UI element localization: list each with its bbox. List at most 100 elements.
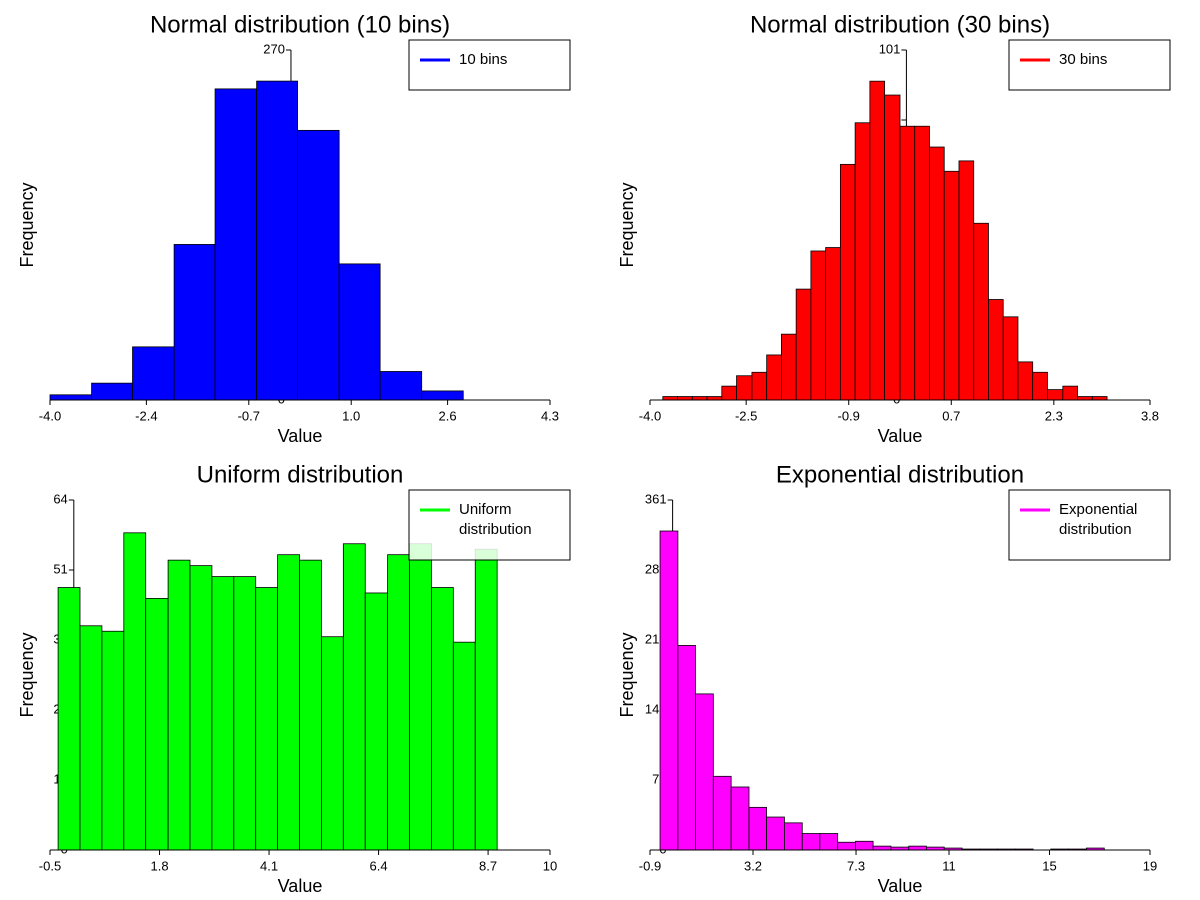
chart: Normal distribution (30 bins) Value Freque… (617, 11, 1171, 446)
bar (736, 375, 753, 401)
chart: Normal distribution (10 bins) Value Freque… (17, 11, 571, 446)
bar (431, 587, 454, 851)
x-tick-label: 4.1 (260, 858, 278, 873)
bar (884, 94, 901, 401)
legend-entry: 10 bins (459, 51, 508, 68)
bar (277, 554, 300, 851)
legend-label: 30 bins (1059, 51, 1108, 68)
x-tick-label: 1.0 (342, 408, 360, 423)
bar (662, 396, 678, 401)
bar (474, 548, 498, 851)
legend-entry: Exponential distribution (1059, 501, 1138, 538)
bar (695, 693, 714, 851)
bar (914, 125, 930, 401)
bar (766, 354, 782, 401)
legend-box (1008, 489, 1171, 561)
y-axis-label: Frequency (17, 632, 37, 717)
bar (872, 845, 892, 851)
bar (958, 160, 975, 401)
bar (338, 263, 381, 401)
bar (659, 530, 679, 851)
x-tick-label: -4.0 (39, 408, 61, 423)
bar (781, 333, 797, 401)
bar (167, 559, 191, 851)
legend-entry: Uniform distribution (459, 501, 532, 538)
bar (748, 806, 767, 851)
y-axis-label: Frequency (17, 182, 37, 267)
bar (256, 80, 298, 401)
y-axis-label: Frequency (617, 182, 637, 267)
x-tick-label: -0.9 (838, 408, 860, 423)
x-axis-label: Value (878, 876, 923, 896)
y-tick-label: 51 (53, 561, 67, 576)
bar (1032, 371, 1048, 401)
x-tick-label: -0.5 (39, 858, 61, 873)
bar (1077, 396, 1093, 401)
bar (233, 576, 257, 851)
x-tick-label: 4.3 (541, 408, 559, 423)
bar (825, 247, 841, 401)
x-tick-label: -2.4 (135, 408, 157, 423)
bar (297, 129, 340, 401)
bar (387, 554, 410, 851)
bar (101, 630, 125, 851)
y-tick-label: 361 (645, 491, 667, 506)
x-axis-label: Value (878, 426, 923, 446)
bar (730, 786, 750, 851)
legend-box (408, 489, 571, 561)
bar (342, 543, 366, 851)
bar (1002, 316, 1019, 401)
bar (784, 822, 803, 851)
bar (929, 146, 945, 401)
x-tick-label: -0.7 (238, 408, 260, 423)
legend-label: 10 bins (459, 51, 508, 68)
bar (214, 88, 258, 401)
bar (123, 532, 147, 851)
x-tick-label: 8.7 (479, 858, 497, 873)
bar (988, 299, 1004, 401)
chart-title: Exponential distribution (776, 461, 1024, 488)
bar (706, 396, 723, 401)
x-tick-label: 11 (942, 858, 956, 873)
bar (819, 833, 839, 851)
bar (839, 163, 856, 401)
bar (837, 841, 856, 851)
x-tick-label: 2.3 (1045, 408, 1063, 423)
bar (409, 543, 432, 851)
x-tick-label: -4.0 (639, 408, 661, 423)
x-axis-label: Value (278, 426, 323, 446)
bar (908, 845, 927, 851)
bar (57, 587, 81, 851)
bar (145, 598, 169, 851)
x-tick-label: -2.5 (735, 408, 757, 423)
bar (751, 371, 768, 401)
y-tick-label: 64 (53, 491, 67, 506)
bar (973, 222, 989, 401)
bar (1091, 396, 1108, 401)
bar (943, 170, 960, 401)
bar (721, 385, 737, 401)
bar (379, 371, 423, 401)
x-tick-label: 1.8 (150, 858, 168, 873)
bar (364, 592, 389, 851)
bar (173, 244, 216, 401)
bar (854, 122, 871, 401)
legend-label: Exponential distribution (1059, 501, 1138, 538)
bar (855, 840, 874, 851)
bar (801, 833, 821, 851)
bar (79, 625, 103, 851)
bar (766, 816, 785, 851)
bar (795, 288, 812, 401)
chart-title: Normal distribution (30 bins) (750, 11, 1050, 38)
bar (712, 775, 732, 851)
x-tick-label: 19 (1143, 858, 1157, 873)
x-tick-label: 0.7 (942, 408, 960, 423)
x-tick-label: 2.6 (439, 408, 457, 423)
bar (1047, 389, 1064, 401)
x-tick-label: 3.8 (1141, 408, 1159, 423)
legend-box (408, 39, 571, 91)
legend-entry: 30 bins (1059, 51, 1108, 68)
bar (810, 250, 827, 401)
x-axis-label: Value (278, 876, 323, 896)
